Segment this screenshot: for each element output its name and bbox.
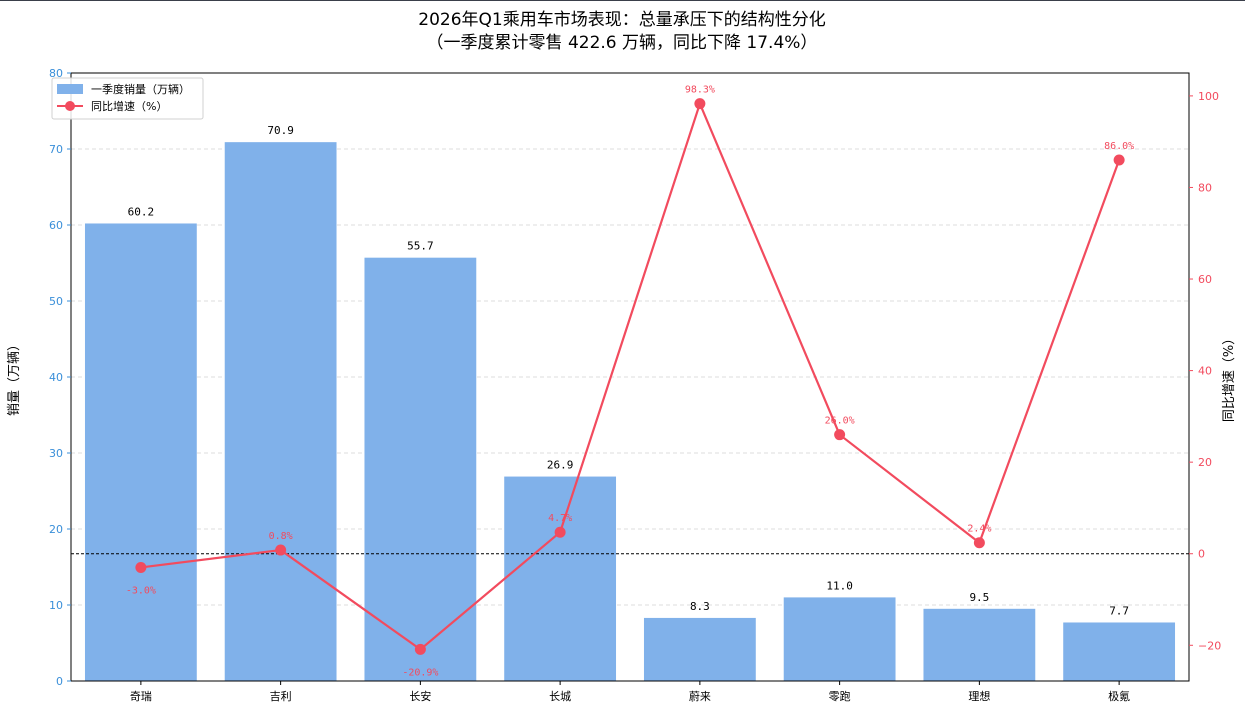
bar-label-7: 7.7	[1109, 604, 1129, 617]
y2-tick-label-60: 60	[1198, 273, 1212, 286]
growth-label-0: -3.0%	[126, 585, 156, 596]
growth-point-6	[973, 537, 985, 549]
growth-label-2: -20.9%	[402, 667, 438, 678]
line-series	[135, 98, 1125, 655]
y-tick-label-60: 60	[49, 219, 63, 232]
growth-point-3	[554, 526, 566, 538]
y2-axis-label: 同比增速（%）	[1222, 332, 1237, 422]
growth-label-4: 98.3%	[685, 85, 715, 96]
bar-label-5: 11.0	[826, 579, 853, 592]
bar-label-2: 55.7	[407, 240, 434, 253]
x-tick-label-0: 奇瑞	[130, 689, 152, 703]
y-tick-label-30: 30	[49, 447, 63, 460]
y-tick-label-50: 50	[49, 295, 63, 308]
y-tick-label-70: 70	[49, 143, 63, 156]
bar-label-6: 9.5	[969, 591, 989, 604]
legend-bar-swatch	[57, 84, 83, 94]
growth-point-4	[694, 98, 706, 110]
bar-label-1: 70.9	[267, 124, 294, 137]
growth-label-5: 26.0%	[825, 416, 855, 427]
line-data-labels: -3.0% 0.8% -20.9% 4.7% 98.3% 26.0% 2.4% 86.0%	[126, 85, 1134, 679]
growth-point-1	[275, 544, 287, 556]
bar-label-3: 26.9	[547, 459, 574, 472]
x-tick-label-6: 理想	[968, 689, 990, 703]
growth-label-7: 86.0%	[1104, 141, 1134, 152]
y2-tick-label-0: 0	[1198, 548, 1205, 561]
growth-label-1: 0.8%	[269, 531, 293, 542]
bar-label-4: 8.3	[690, 600, 710, 613]
growth-point-2	[414, 643, 426, 655]
y2-tick-label-40: 40	[1198, 365, 1212, 378]
growth-point-0	[135, 561, 147, 573]
y-tick-label-20: 20	[49, 523, 63, 536]
bar-6	[923, 608, 1036, 681]
y-tick-label-10: 10	[49, 599, 63, 612]
y-tick-label-40: 40	[49, 371, 63, 384]
chart-subtitle: （一季度累计零售 422.6 万辆，同比下降 17.4%）	[427, 33, 818, 53]
bar-7	[1063, 622, 1176, 681]
right-axis-ticks: −20 0 20 40 60 80 100	[1189, 90, 1221, 652]
left-axis-ticks: 0 10 20 30 40 50 60 70 80	[49, 67, 71, 688]
bar-4	[643, 617, 756, 681]
growth-line	[140, 102, 1121, 651]
bar-3	[504, 476, 617, 681]
x-tick-label-4: 蔚来	[689, 690, 711, 703]
x-tick-label-3: 长城	[549, 690, 571, 703]
x-tick-label-2: 长安	[409, 689, 431, 703]
x-tick-label-1: 吉利	[270, 690, 292, 703]
x-axis-ticks: 奇瑞 吉利 长安 长城 蔚来 零跑 理想 极氪	[130, 681, 1130, 703]
legend-bar-label: 一季度销量（万辆）	[91, 82, 190, 96]
growth-label-3: 4.7%	[548, 513, 572, 524]
y2-tick-label-20: 20	[1198, 456, 1212, 469]
y-tick-label-0: 0	[56, 675, 63, 688]
bar-label-0: 60.2	[128, 205, 155, 218]
y2-tick-label-80: 80	[1198, 181, 1212, 194]
growth-point-7	[1113, 154, 1125, 166]
chart-title: 2026年Q1乘用车市场表现：总量承压下的结构性分化	[418, 10, 825, 30]
y-tick-label-80: 80	[49, 67, 63, 80]
growth-point-5	[834, 429, 846, 441]
y-axis-label: 销量（万辆）	[7, 338, 22, 416]
y2-tick-label--20: −20	[1198, 639, 1221, 652]
bar-series	[84, 142, 1176, 682]
bar-5	[783, 597, 896, 681]
x-tick-label-5: 零跑	[829, 689, 851, 703]
legend-line-label: 同比增速（%）	[91, 99, 167, 113]
y2-tick-label-100: 100	[1198, 90, 1219, 103]
growth-label-6: 2.4%	[967, 524, 991, 535]
bar-data-labels: 60.2 70.9 55.7 26.9 8.3 11.0 9.5 7.7	[128, 124, 1129, 617]
bar-2	[364, 257, 477, 681]
bar-1	[224, 142, 337, 681]
x-tick-label-7: 极氪	[1108, 689, 1130, 703]
legend-line-marker	[65, 101, 75, 111]
bar-0	[84, 223, 197, 682]
legend: 一季度销量（万辆） 同比增速（%）	[51, 77, 204, 120]
